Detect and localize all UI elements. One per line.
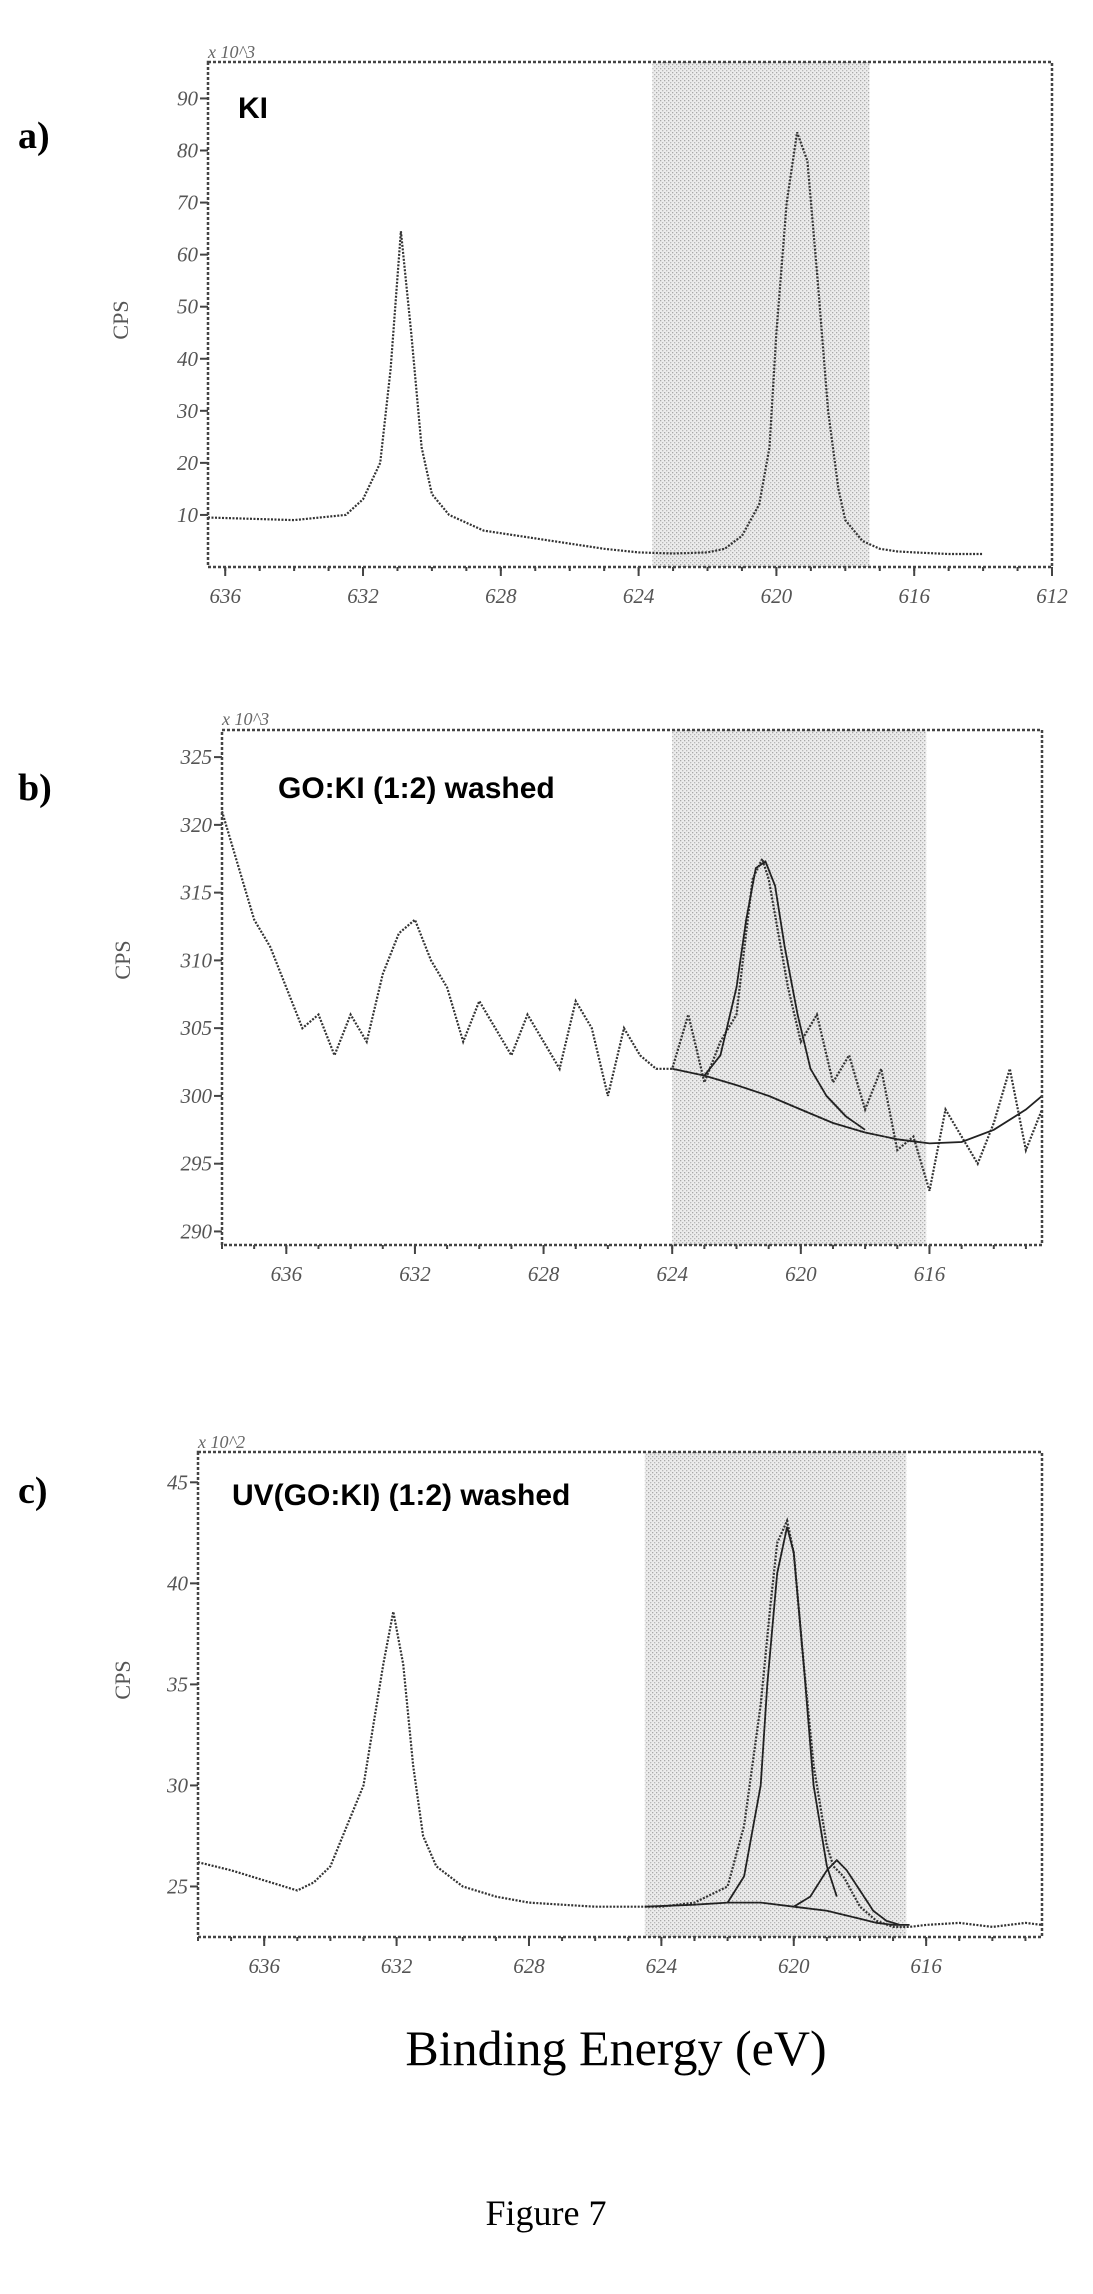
series-c-spectrum <box>197 1517 1043 1929</box>
panel-b-sample-label: GO:KI (1:2) washed <box>278 772 555 805</box>
y-tick-label-a-20: 20 <box>177 451 199 475</box>
panel-a-ylabel: CPS <box>108 300 133 339</box>
y-tick-label-a-60: 60 <box>177 243 199 267</box>
y-tick-label-c-35: 35 <box>166 1672 188 1696</box>
panel-b-letter: b) <box>18 767 52 809</box>
x-tick-label-c-632: 632 <box>381 1954 413 1978</box>
panel-a-sample-label: KI <box>238 92 268 125</box>
series-c-peak-fit-2 <box>793 1858 900 1926</box>
panel-c-letter: c) <box>18 1470 48 1512</box>
x-tick-label-b-636: 636 <box>271 1262 303 1286</box>
panel-a: a) x 10^3 CPS 636 632 628 624 620 616 612 10 20 3… <box>18 42 1068 608</box>
y-tick-label-b-320: 320 <box>180 813 213 837</box>
x-axis-label: Binding Energy (eV) <box>405 2020 826 2076</box>
panel-c-multiplier: x 10^2 <box>197 1432 245 1452</box>
y-tick-label-b-300: 300 <box>180 1084 213 1108</box>
panel-c-sample-label: UV(GO:KI) (1:2) washed <box>232 1479 570 1512</box>
x-tick-label-b-632: 632 <box>399 1262 431 1286</box>
panel-c-frame <box>196 1450 1044 1939</box>
x-tick-label-c-616: 616 <box>910 1954 942 1978</box>
y-tick-label-c-45: 45 <box>167 1470 188 1494</box>
x-tick-label-a-612: 612 <box>1036 584 1068 608</box>
series-b-spectrum <box>220 810 1044 1192</box>
y-tick-label-c-25: 25 <box>167 1874 188 1898</box>
y-tick-label-c-40: 40 <box>167 1571 189 1595</box>
y-tick-label-a-40: 40 <box>177 347 199 371</box>
y-tick-label-a-50: 50 <box>177 295 199 319</box>
x-tick-label-a-636: 636 <box>209 584 241 608</box>
x-tick-label-c-636: 636 <box>248 1954 280 1978</box>
x-tick-label-b-628: 628 <box>528 1262 560 1286</box>
y-tick-label-b-305: 305 <box>180 1016 213 1040</box>
figure-caption: Figure 7 <box>486 2193 607 2233</box>
panel-a-shaded-region <box>652 62 870 567</box>
x-tick-label-a-632: 632 <box>347 584 379 608</box>
panel-b-multiplier: x 10^3 <box>221 709 269 729</box>
y-tick-label-a-90: 90 <box>177 86 199 110</box>
panel-a-multiplier: x 10^3 <box>207 42 255 62</box>
panel-a-letter: a) <box>18 115 50 157</box>
y-tick-label-a-30: 30 <box>176 399 199 423</box>
x-tick-label-a-628: 628 <box>485 584 517 608</box>
x-tick-label-b-620: 620 <box>785 1262 817 1286</box>
panel-b-shaded-region <box>672 730 927 1245</box>
panel-a-frame <box>206 60 1054 569</box>
x-tick-label-c-620: 620 <box>778 1954 810 1978</box>
y-tick-label-b-310: 310 <box>180 948 213 972</box>
series-b-peak-fit <box>703 860 866 1131</box>
y-tick-label-a-70: 70 <box>177 191 199 215</box>
x-tick-label-c-624: 624 <box>646 1954 678 1978</box>
series-a-spectrum <box>207 131 984 556</box>
y-tick-label-c-30: 30 <box>166 1773 189 1797</box>
panel-c-ylabel: CPS <box>110 1660 135 1699</box>
series-c-peak-fit <box>726 1526 838 1904</box>
panel-b-frame <box>220 728 1044 1247</box>
panel-c-shaded-region <box>644 1452 907 1937</box>
y-tick-label-a-10: 10 <box>177 503 199 527</box>
y-tick-label-b-315: 315 <box>180 881 213 905</box>
y-tick-label-a-80: 80 <box>177 139 199 163</box>
panel-b: b) x 10^3 CPS 636 632 628 624 620 616 290 295 30… <box>18 709 1044 1286</box>
series-b-background-fit <box>672 1067 1043 1145</box>
y-tick-label-b-290: 290 <box>181 1219 213 1243</box>
x-tick-label-a-620: 620 <box>761 584 793 608</box>
x-tick-label-a-624: 624 <box>623 584 655 608</box>
y-tick-label-b-325: 325 <box>180 745 213 769</box>
x-tick-label-c-628: 628 <box>513 1954 545 1978</box>
x-tick-label-b-616: 616 <box>914 1262 946 1286</box>
x-tick-label-a-616: 616 <box>898 584 930 608</box>
panel-c: c) x 10^2 CPS 636 632 628 624 620 616 25 30 35 40… <box>18 1432 1044 1978</box>
series-c-background-fit <box>644 1901 910 1926</box>
y-tick-label-b-295: 295 <box>181 1152 213 1176</box>
panel-b-ylabel: CPS <box>110 940 135 979</box>
x-tick-label-b-624: 624 <box>656 1262 688 1286</box>
